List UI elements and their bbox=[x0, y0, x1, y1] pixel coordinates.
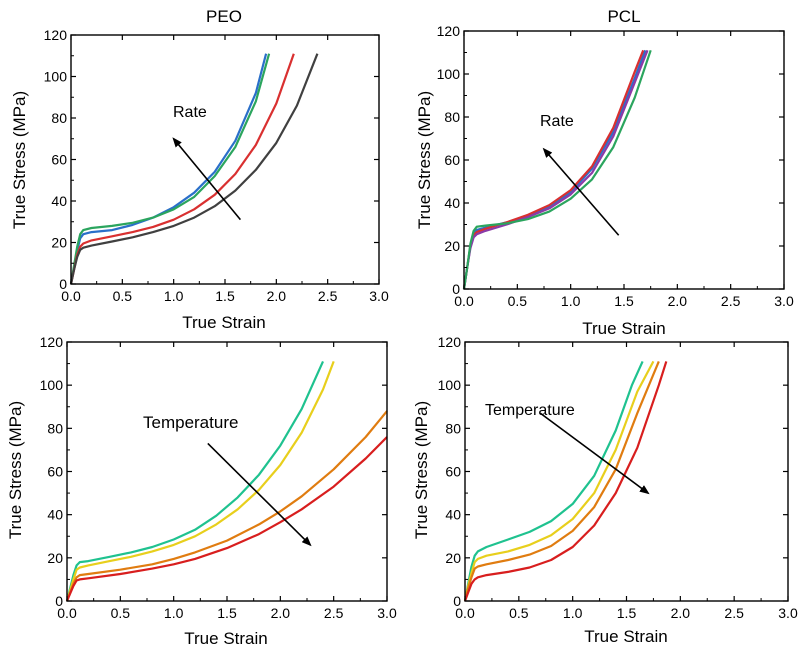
x-tick-label: 0.5 bbox=[509, 605, 529, 621]
y-tick-label: 0 bbox=[55, 593, 63, 609]
y-tick-label: 80 bbox=[445, 420, 461, 436]
series-line bbox=[69, 53, 271, 285]
y-tick-label: 20 bbox=[444, 238, 460, 254]
y-tick-label: 60 bbox=[47, 464, 63, 480]
plot-frame bbox=[70, 34, 380, 285]
series-line bbox=[65, 361, 335, 602]
annotation-label: Rate bbox=[540, 113, 574, 130]
chart-panel-peo-rate: PEO True Strain True Stress (MPa) Rate 0… bbox=[10, 7, 389, 332]
y-tick-label: 60 bbox=[445, 464, 461, 480]
chart-panel-peo-temperature: True Strain True Stress (MPa) Temperatur… bbox=[6, 334, 397, 648]
x-tick-label: 1.0 bbox=[561, 293, 581, 309]
x-tick-label: 2.5 bbox=[724, 605, 744, 621]
y-tick-label: 120 bbox=[437, 23, 461, 39]
series-line bbox=[463, 361, 668, 602]
y-tick-label: 120 bbox=[438, 334, 462, 350]
x-tick-label: 2.5 bbox=[318, 288, 338, 304]
plot-frame bbox=[66, 341, 388, 602]
x-tick-label: 0.5 bbox=[111, 605, 131, 621]
series-line bbox=[65, 360, 325, 602]
y-tick-label: 100 bbox=[40, 377, 64, 393]
annotation-label: Rate bbox=[173, 104, 207, 121]
y-tick-label: 40 bbox=[444, 195, 460, 211]
x-tick-label: 0.0 bbox=[454, 293, 474, 309]
x-tick-label: 2.5 bbox=[721, 293, 741, 309]
y-tick-label: 60 bbox=[444, 152, 460, 168]
annotation-arrow bbox=[172, 137, 242, 221]
x-tick-label: 0.0 bbox=[61, 288, 81, 304]
annotation-arrow bbox=[207, 442, 312, 547]
x-tick-label: 1.5 bbox=[217, 605, 237, 621]
y-tick-label: 40 bbox=[47, 507, 63, 523]
chart-panel-pcl-temperature: True Strain True Stress (MPa) Temperatur… bbox=[412, 334, 798, 646]
y-tick-label: 20 bbox=[47, 550, 63, 566]
x-tick-label: 2.0 bbox=[271, 605, 291, 621]
plot-frame bbox=[463, 30, 785, 290]
y-tick-label: 40 bbox=[445, 507, 461, 523]
y-axis-title: True Stress (MPa) bbox=[415, 91, 434, 229]
x-tick-label: 0.5 bbox=[508, 293, 528, 309]
chart-title: PEO bbox=[206, 7, 242, 26]
x-tick-label: 3.0 bbox=[778, 605, 798, 621]
x-tick-label: 0.0 bbox=[57, 605, 77, 621]
x-tick-label: 2.0 bbox=[267, 288, 287, 304]
x-tick-label: 2.0 bbox=[668, 293, 688, 309]
series-line bbox=[69, 53, 319, 285]
y-tick-label: 40 bbox=[51, 193, 67, 209]
x-tick-label: 1.5 bbox=[215, 288, 235, 304]
y-tick-label: 100 bbox=[44, 69, 68, 85]
x-tick-label: 2.0 bbox=[671, 605, 691, 621]
x-axis-title: True Strain bbox=[582, 319, 665, 338]
series-line bbox=[462, 49, 645, 290]
y-tick-label: 0 bbox=[452, 281, 460, 297]
y-axis-title: True Stress (MPa) bbox=[10, 91, 29, 229]
x-tick-label: 1.0 bbox=[164, 288, 184, 304]
x-tick-label: 0.5 bbox=[113, 288, 133, 304]
x-axis-title: True Strain bbox=[182, 313, 265, 332]
y-tick-label: 80 bbox=[444, 109, 460, 125]
y-tick-label: 80 bbox=[47, 420, 63, 436]
y-tick-label: 120 bbox=[40, 334, 64, 350]
y-axis-title: True Stress (MPa) bbox=[6, 401, 25, 539]
series-line bbox=[463, 360, 655, 602]
x-axis-title: True Strain bbox=[184, 629, 267, 648]
x-tick-label: 3.0 bbox=[369, 288, 389, 304]
series-line bbox=[65, 410, 388, 602]
y-tick-label: 100 bbox=[438, 377, 462, 393]
x-tick-label: 3.0 bbox=[774, 293, 794, 309]
series-line bbox=[462, 49, 649, 290]
y-axis-title: True Stress (MPa) bbox=[412, 401, 431, 539]
series-line bbox=[462, 49, 647, 290]
chart-title: PCL bbox=[607, 7, 640, 26]
x-tick-label: 1.0 bbox=[164, 605, 184, 621]
x-axis-title: True Strain bbox=[584, 627, 667, 646]
series-line bbox=[463, 360, 660, 602]
y-tick-label: 0 bbox=[59, 276, 67, 292]
x-tick-label: 1.5 bbox=[614, 293, 634, 309]
x-tick-label: 3.0 bbox=[377, 605, 397, 621]
x-tick-label: 0.0 bbox=[455, 605, 475, 621]
y-tick-label: 120 bbox=[44, 27, 68, 43]
series-line bbox=[462, 49, 652, 290]
series-line bbox=[65, 436, 388, 602]
y-tick-label: 60 bbox=[51, 152, 67, 168]
annotation-arrow bbox=[539, 412, 650, 495]
y-tick-label: 100 bbox=[437, 66, 461, 82]
y-tick-label: 80 bbox=[51, 110, 67, 126]
x-tick-label: 2.5 bbox=[324, 605, 344, 621]
annotation-label: Temperature bbox=[485, 402, 575, 419]
x-tick-label: 1.5 bbox=[617, 605, 637, 621]
y-tick-label: 0 bbox=[453, 593, 461, 609]
series-line bbox=[463, 360, 644, 602]
y-tick-label: 20 bbox=[51, 235, 67, 251]
chart-panel-pcl-rate: PCL True Strain True Stress (MPa) Rate 0… bbox=[415, 7, 794, 338]
y-tick-label: 20 bbox=[445, 550, 461, 566]
annotation-label: Temperature bbox=[143, 413, 238, 432]
annotation-arrow bbox=[542, 147, 620, 236]
x-tick-label: 1.0 bbox=[563, 605, 583, 621]
series-line bbox=[69, 53, 268, 285]
